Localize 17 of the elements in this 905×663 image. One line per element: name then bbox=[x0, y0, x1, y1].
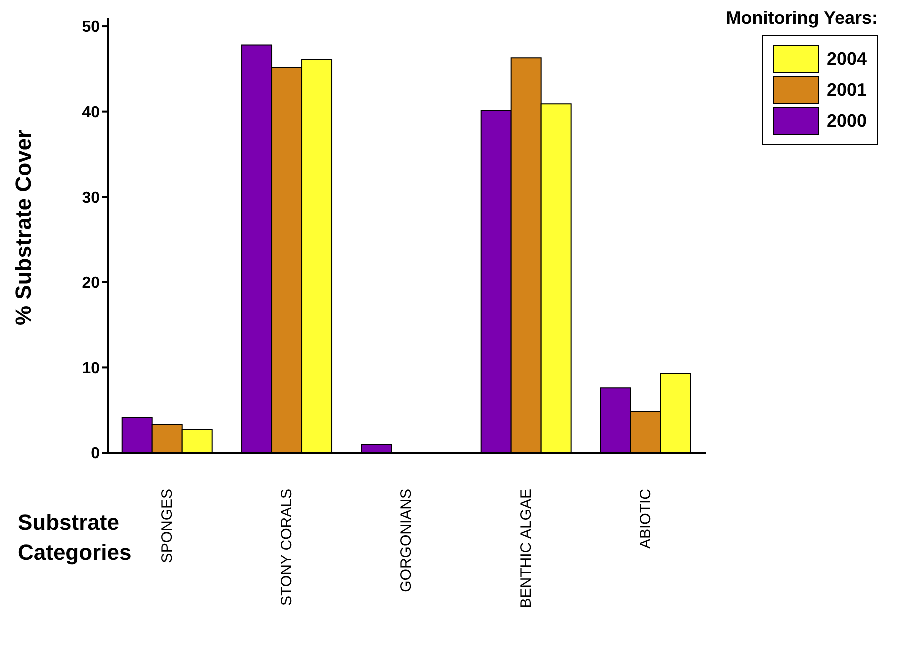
legend-label: 2004 bbox=[826, 48, 867, 70]
x-tick-label: ABIOTIC bbox=[637, 488, 654, 550]
y-tick-label: 20 bbox=[82, 275, 100, 292]
legend-title: Monitoring Years: bbox=[726, 8, 878, 29]
y-axis-title: % Substrate Cover bbox=[10, 129, 36, 326]
y-tick-label: 50 bbox=[82, 19, 100, 36]
x-tick-label: SPONGES bbox=[158, 489, 176, 564]
legend-label: 2000 bbox=[826, 110, 867, 132]
y-tick-label: 10 bbox=[82, 360, 100, 378]
y-tick-label: 0 bbox=[91, 446, 100, 463]
x-tick-label: STONY CORALS bbox=[278, 489, 296, 606]
y-tick-label: 40 bbox=[82, 104, 100, 122]
y-tick-label: 30 bbox=[82, 190, 100, 207]
x-tick-label: GORGONIANS bbox=[398, 489, 416, 592]
x-tick-label: BENTHIC ALGAE bbox=[518, 489, 535, 608]
x-axis-title: Substrate Categories bbox=[18, 510, 132, 565]
legend-label: 2001 bbox=[826, 80, 867, 100]
